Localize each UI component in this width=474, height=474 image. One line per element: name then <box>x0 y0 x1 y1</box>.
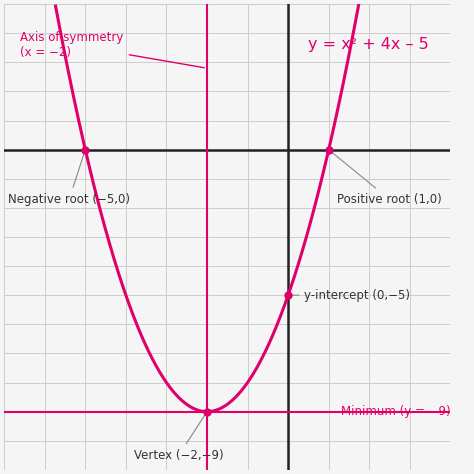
Text: Vertex (−2,−9): Vertex (−2,−9) <box>134 414 224 462</box>
Text: y = x² + 4x – 5: y = x² + 4x – 5 <box>308 37 428 52</box>
Text: Minimum (y = −9): Minimum (y = −9) <box>341 405 450 418</box>
Text: Positive root (1,0): Positive root (1,0) <box>331 152 442 206</box>
Text: y-intercept (0,−5): y-intercept (0,−5) <box>291 289 410 302</box>
Text: Axis of symmetry
(x = −2): Axis of symmetry (x = −2) <box>20 31 204 68</box>
Text: Negative root (−5,0): Negative root (−5,0) <box>8 152 130 206</box>
